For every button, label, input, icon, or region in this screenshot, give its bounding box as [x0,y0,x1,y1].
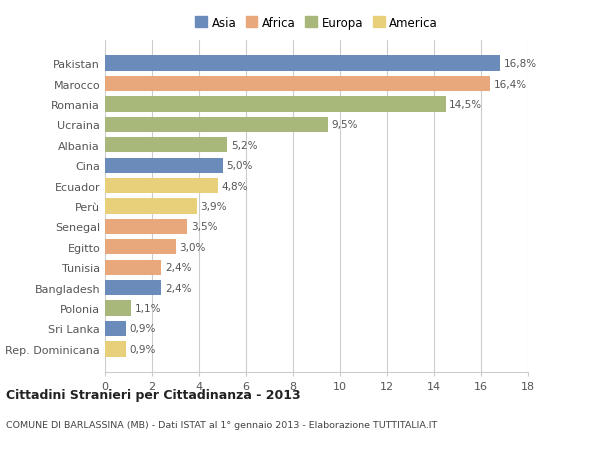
Text: 3,0%: 3,0% [179,242,205,252]
Text: 1,1%: 1,1% [134,303,161,313]
Text: 2,4%: 2,4% [165,283,191,293]
Bar [105,260,161,275]
Bar [105,179,218,194]
Bar [105,219,187,235]
Bar [105,341,126,357]
Bar [105,56,500,72]
Text: 2,4%: 2,4% [165,263,191,273]
Text: 0,9%: 0,9% [130,324,156,334]
Text: 4,8%: 4,8% [221,181,248,191]
Text: 16,8%: 16,8% [503,59,536,69]
Bar [105,77,490,92]
Text: 16,4%: 16,4% [494,79,527,90]
Bar [105,138,227,153]
Text: 5,2%: 5,2% [231,140,257,151]
Bar [105,158,223,174]
Text: 0,9%: 0,9% [130,344,156,354]
Bar [105,280,161,296]
Text: 3,9%: 3,9% [200,202,227,212]
Bar [105,118,328,133]
Text: 3,5%: 3,5% [191,222,217,232]
Bar [105,321,126,336]
Bar [105,199,197,214]
Bar [105,97,446,112]
Text: COMUNE DI BARLASSINA (MB) - Dati ISTAT al 1° gennaio 2013 - Elaborazione TUTTITA: COMUNE DI BARLASSINA (MB) - Dati ISTAT a… [6,420,437,429]
Text: 14,5%: 14,5% [449,100,482,110]
Legend: Asia, Africa, Europa, America: Asia, Africa, Europa, America [193,14,440,32]
Bar [105,301,131,316]
Bar [105,240,176,255]
Text: Cittadini Stranieri per Cittadinanza - 2013: Cittadini Stranieri per Cittadinanza - 2… [6,388,301,401]
Text: 5,0%: 5,0% [226,161,253,171]
Text: 9,5%: 9,5% [332,120,358,130]
